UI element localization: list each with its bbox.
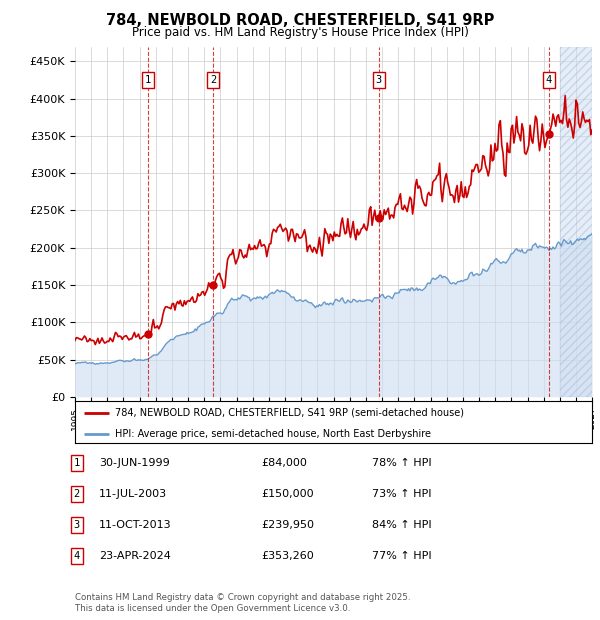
Text: 73% ↑ HPI: 73% ↑ HPI xyxy=(372,489,431,499)
Text: Contains HM Land Registry data © Crown copyright and database right 2025.
This d: Contains HM Land Registry data © Crown c… xyxy=(75,593,410,613)
Text: 2: 2 xyxy=(210,75,216,85)
Text: £84,000: £84,000 xyxy=(261,458,307,468)
Text: 11-OCT-2013: 11-OCT-2013 xyxy=(99,520,172,530)
Text: £353,260: £353,260 xyxy=(261,551,314,561)
Text: 3: 3 xyxy=(74,520,80,530)
Text: 4: 4 xyxy=(546,75,552,85)
Text: 84% ↑ HPI: 84% ↑ HPI xyxy=(372,520,431,530)
Text: £150,000: £150,000 xyxy=(261,489,314,499)
Text: 78% ↑ HPI: 78% ↑ HPI xyxy=(372,458,431,468)
Text: 784, NEWBOLD ROAD, CHESTERFIELD, S41 9RP: 784, NEWBOLD ROAD, CHESTERFIELD, S41 9RP xyxy=(106,13,494,29)
Text: 30-JUN-1999: 30-JUN-1999 xyxy=(99,458,170,468)
Text: 1: 1 xyxy=(145,75,151,85)
Text: 4: 4 xyxy=(74,551,80,561)
Text: 784, NEWBOLD ROAD, CHESTERFIELD, S41 9RP (semi-detached house): 784, NEWBOLD ROAD, CHESTERFIELD, S41 9RP… xyxy=(115,408,464,418)
Text: Price paid vs. HM Land Registry's House Price Index (HPI): Price paid vs. HM Land Registry's House … xyxy=(131,26,469,39)
Text: 1: 1 xyxy=(74,458,80,468)
Text: HPI: Average price, semi-detached house, North East Derbyshire: HPI: Average price, semi-detached house,… xyxy=(115,429,431,439)
Text: 77% ↑ HPI: 77% ↑ HPI xyxy=(372,551,431,561)
Text: 2: 2 xyxy=(74,489,80,499)
Text: 3: 3 xyxy=(376,75,382,85)
Text: £239,950: £239,950 xyxy=(261,520,314,530)
Text: 11-JUL-2003: 11-JUL-2003 xyxy=(99,489,167,499)
Bar xyxy=(560,46,592,397)
Text: 23-APR-2024: 23-APR-2024 xyxy=(99,551,171,561)
